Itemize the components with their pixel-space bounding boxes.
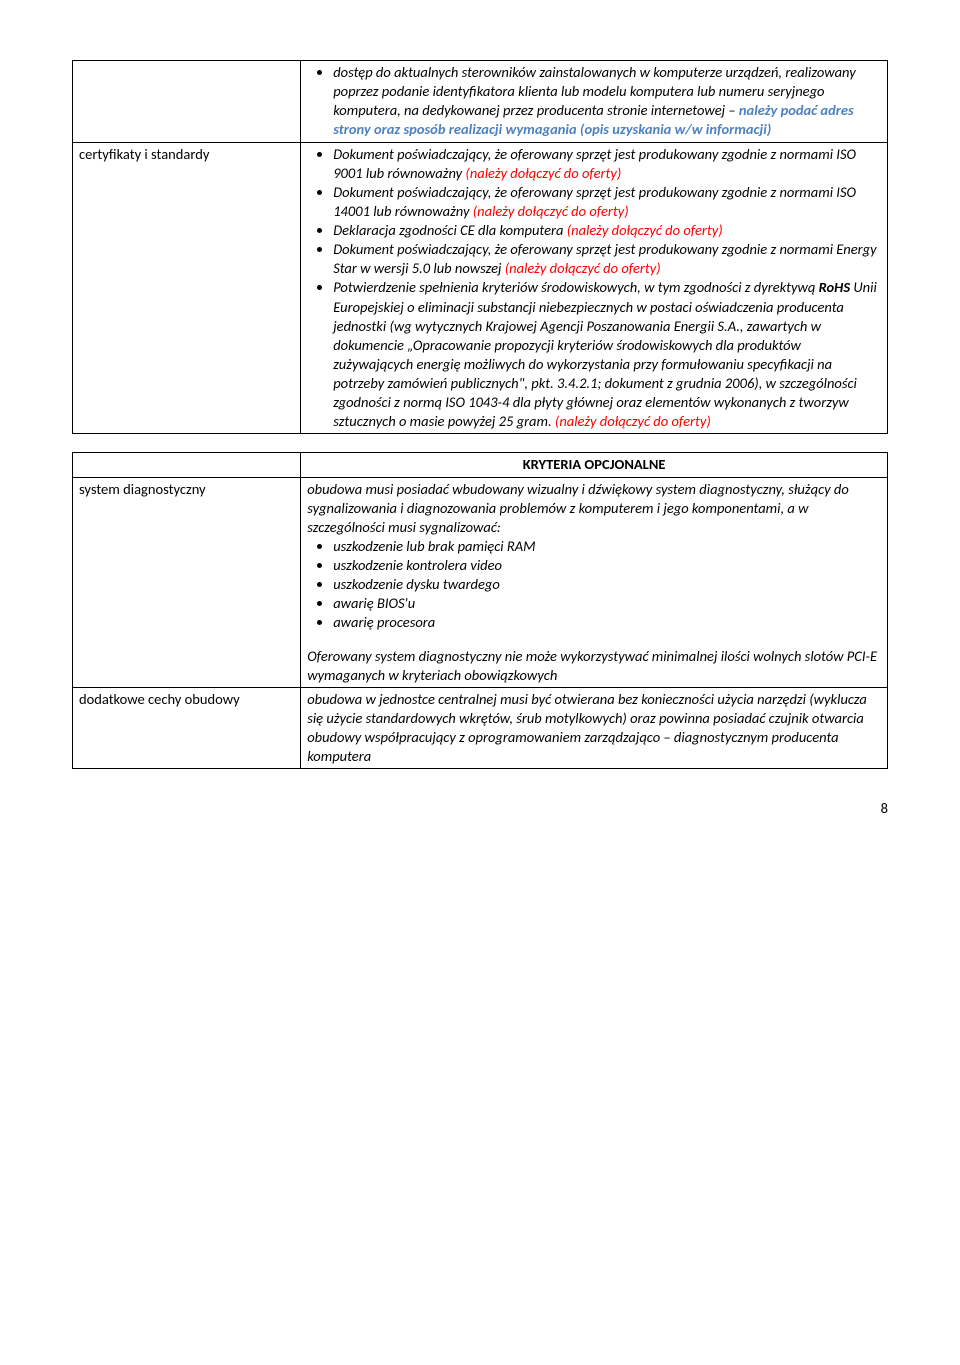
cell-empty	[73, 453, 301, 477]
cell-label-empty	[73, 61, 301, 143]
table-row: certyfikaty i standardy Dokument poświad…	[73, 142, 888, 434]
list-item: awarię BIOS'u	[333, 594, 881, 613]
table-row: system diagnostyczny obudowa musi posiad…	[73, 477, 888, 687]
cell-label: system diagnostyczny	[73, 477, 301, 687]
text-red: (należy dołączyć do oferty)	[555, 412, 711, 430]
cell-content: dostęp do aktualnych sterowników zainsta…	[301, 61, 888, 143]
text: Potwierdzenie spełnienia kryteriów środo…	[333, 278, 818, 296]
list-item: Potwierdzenie spełnienia kryteriów środo…	[333, 278, 881, 431]
page-number: 8	[72, 799, 888, 818]
text-red: (należy dołączyć do oferty)	[567, 221, 723, 239]
text-red: (należy dołączyć do oferty)	[465, 164, 621, 182]
list-item: Deklaracja zgodności CE dla komputera (n…	[333, 221, 881, 240]
text-bold: RoHS	[819, 278, 850, 296]
cell-content: obudowa musi posiadać wbudowany wizualny…	[301, 477, 888, 687]
bullet-list: dostęp do aktualnych sterowników zainsta…	[307, 63, 881, 140]
list-item: uszkodzenie dysku twardego	[333, 575, 881, 594]
table-certificates: dostęp do aktualnych sterowników zainsta…	[72, 60, 888, 434]
table-optional-criteria: KRYTERIA OPCJONALNE system diagnostyczny…	[72, 452, 888, 769]
table-row: dodatkowe cechy obudowy obudowa w jednos…	[73, 687, 888, 769]
paragraph: Oferowany system diagnostyczny nie może …	[307, 647, 881, 685]
cell-content: obudowa w jednostce centralnej musi być …	[301, 687, 888, 769]
table-row-header: KRYTERIA OPCJONALNE	[73, 453, 888, 477]
list-item: awarię procesora	[333, 613, 881, 632]
cell-label: dodatkowe cechy obudowy	[73, 687, 301, 769]
list-item: uszkodzenie kontrolera video	[333, 556, 881, 575]
text: Unii Europejskiej o eliminacji substancj…	[333, 278, 877, 430]
cell-label: certyfikaty i standardy	[73, 142, 301, 434]
spacer	[307, 633, 881, 647]
list-item: uszkodzenie lub brak pamięci RAM	[333, 537, 881, 556]
list-item: Dokument poświadczający, że oferowany sp…	[333, 183, 881, 221]
bullet-list: Dokument poświadczający, że oferowany sp…	[307, 145, 881, 432]
list-item: dostęp do aktualnych sterowników zainsta…	[333, 63, 881, 140]
text-red: (należy dołączyć do oferty)	[473, 202, 629, 220]
bullet-list: uszkodzenie lub brak pamięci RAM uszkodz…	[307, 537, 881, 633]
paragraph: obudowa w jednostce centralnej musi być …	[307, 690, 881, 767]
cell-content: Dokument poświadczający, że oferowany sp…	[301, 142, 888, 434]
text: Deklaracja zgodności CE dla komputera	[333, 221, 567, 239]
table-row: dostęp do aktualnych sterowników zainsta…	[73, 61, 888, 143]
text-red: (należy dołączyć do oferty)	[505, 259, 661, 277]
section-header: KRYTERIA OPCJONALNE	[301, 453, 888, 477]
paragraph: obudowa musi posiadać wbudowany wizualny…	[307, 480, 881, 537]
list-item: Dokument poświadczający, że oferowany sp…	[333, 240, 881, 278]
list-item: Dokument poświadczający, że oferowany sp…	[333, 145, 881, 183]
